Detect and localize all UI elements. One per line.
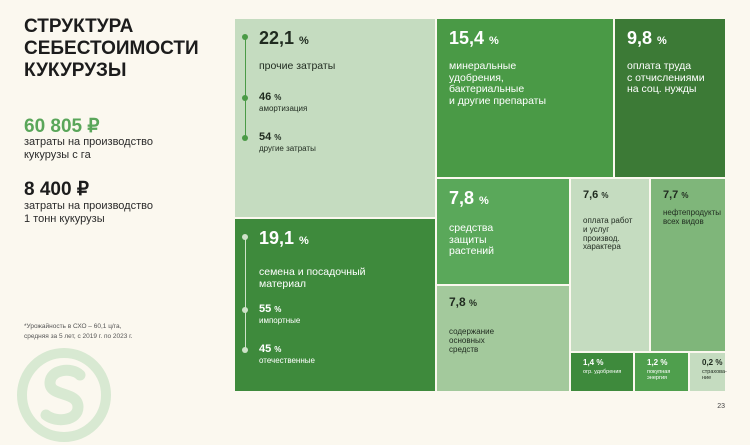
treemap-label-7: нефтепродукты всех видов bbox=[663, 208, 722, 226]
value-number: 22,1 bbox=[259, 28, 300, 48]
value-unit: % bbox=[274, 305, 282, 314]
treemap-label-5: содержание основных средств bbox=[449, 327, 495, 354]
treemap-value-4: 7,8 % bbox=[449, 188, 489, 209]
value-number: 15,4 bbox=[449, 28, 490, 48]
kpi-desc-per-hectare: затраты на производство кукурузы с га bbox=[24, 136, 153, 161]
value-number: 9,8 bbox=[627, 28, 658, 48]
page-title: СТРУКТУРА СЕБЕСТОИМОСТИ КУКУРУЗЫ bbox=[24, 16, 199, 81]
treemap-subvalue-1-1: 45 % bbox=[259, 343, 281, 355]
value-unit: % bbox=[479, 195, 489, 207]
value-unit: % bbox=[715, 358, 723, 367]
treemap-cell-2: 15,4 % минеральные удобрения, бактериальн… bbox=[436, 18, 614, 178]
value-number: 54 bbox=[259, 131, 275, 143]
treemap-cell-7: 7,7 % нефтепродукты всех видов bbox=[650, 178, 726, 352]
treemap-subvalue-1-0: 55 % bbox=[259, 303, 281, 315]
treemap-label-4: средства защиты растений bbox=[449, 222, 494, 258]
treemap-cell-4: 7,8 % средства защиты растений bbox=[436, 178, 570, 285]
sub-bracket bbox=[245, 237, 246, 351]
value-unit: % bbox=[274, 93, 282, 102]
value-unit: % bbox=[469, 298, 478, 308]
value-number: 45 bbox=[259, 343, 275, 355]
kpi-value-per-ton: 8 400 ₽ bbox=[24, 179, 89, 200]
treemap-label-3: оплата труда с отчислениями на соц. нужд… bbox=[627, 60, 705, 96]
value-number: 1,2 bbox=[647, 358, 661, 367]
value-number: 0,2 bbox=[702, 358, 716, 367]
treemap-label-10: страхова- ние bbox=[702, 369, 727, 382]
value-unit: % bbox=[657, 35, 667, 47]
treemap-sublabel-1-0: импортные bbox=[259, 316, 301, 325]
bracket-dot bbox=[242, 234, 248, 240]
value-unit: % bbox=[274, 345, 282, 354]
value-unit: % bbox=[660, 358, 668, 367]
value-unit: % bbox=[489, 35, 499, 47]
treemap-subvalue-0-1: 54 % bbox=[259, 131, 281, 143]
treemap-label-8: огр. удобрения bbox=[583, 369, 622, 375]
treemap-cell-6: 7,6 % оплата работ и услуг производ. хара… bbox=[570, 178, 650, 352]
treemap-cell-9: 1,2 % покупная энергия bbox=[634, 352, 689, 392]
value-number: 7,7 bbox=[663, 189, 682, 201]
value-unit: % bbox=[299, 35, 309, 47]
kpi-desc-per-ton: затраты на производство 1 тонн кукурузы bbox=[24, 200, 153, 225]
value-number: 7,6 bbox=[583, 189, 602, 201]
value-number: 46 bbox=[259, 91, 275, 103]
kpi-value-per-hectare: 60 805 ₽ bbox=[24, 116, 100, 137]
page-number: 23 bbox=[717, 403, 725, 410]
treemap-value-2: 15,4 % bbox=[449, 28, 499, 49]
treemap-value-3: 9,8 % bbox=[627, 28, 667, 49]
bracket-dot bbox=[242, 95, 248, 101]
treemap-cell-1: 19,1 % семена и посадочный материал 55 % им… bbox=[234, 218, 436, 392]
treemap-value-1: 19,1 % bbox=[259, 228, 309, 249]
company-logo bbox=[17, 348, 111, 442]
treemap-value-5: 7,8 % bbox=[449, 295, 478, 309]
treemap-cell-10: 0,2 % страхова- ние bbox=[689, 352, 727, 392]
treemap-value-10: 0,2 % bbox=[702, 358, 723, 368]
value-number: 55 bbox=[259, 303, 275, 315]
treemap-value-6: 7,6 % bbox=[583, 189, 608, 201]
treemap-sublabel-0-1: другие затраты bbox=[259, 144, 316, 153]
value-unit: % bbox=[274, 133, 282, 142]
value-unit: % bbox=[596, 358, 604, 367]
value-number: 1,4 bbox=[583, 358, 597, 367]
treemap-label-0: прочие затраты bbox=[259, 60, 336, 72]
treemap-value-7: 7,7 % bbox=[663, 189, 688, 201]
bracket-dot bbox=[242, 135, 248, 141]
treemap-value-9: 1,2 % bbox=[647, 358, 668, 368]
treemap-cell-0: 22,1 % прочие затраты 46 % амортизация 54 % д… bbox=[234, 18, 436, 218]
treemap-label-1: семена и посадочный материал bbox=[259, 266, 366, 290]
treemap-subvalue-0-0: 46 % bbox=[259, 91, 281, 103]
value-unit: % bbox=[601, 191, 609, 200]
footnote: *Урожайность в СХО – 60,1 ц/га, средняя … bbox=[24, 323, 133, 340]
treemap-cell-3: 9,8 % оплата труда с отчислениями на соц.… bbox=[614, 18, 726, 178]
value-number: 7,8 bbox=[449, 188, 480, 208]
sub-bracket bbox=[245, 37, 246, 139]
value-unit: % bbox=[681, 191, 689, 200]
treemap-label-6: оплата работ и услуг производ. характера bbox=[583, 216, 633, 252]
value-number: 7,8 bbox=[449, 295, 470, 309]
treemap-sublabel-1-1: отечественные bbox=[259, 356, 315, 365]
treemap-label-9: покупная энергия bbox=[647, 369, 671, 382]
treemap-cell-5: 7,8 % содержание основных средств bbox=[436, 285, 570, 392]
treemap-sublabel-0-0: амортизация bbox=[259, 104, 308, 113]
bracket-dot bbox=[242, 34, 248, 40]
bracket-dot bbox=[242, 307, 248, 313]
treemap-cell-8: 1,4 % огр. удобрения bbox=[570, 352, 634, 392]
treemap-value-8: 1,4 % bbox=[583, 358, 604, 368]
bracket-dot bbox=[242, 347, 248, 353]
treemap-value-0: 22,1 % bbox=[259, 28, 309, 49]
treemap-label-2: минеральные удобрения, бактериальные и д… bbox=[449, 60, 547, 107]
value-unit: % bbox=[299, 235, 309, 247]
value-number: 19,1 bbox=[259, 228, 300, 248]
